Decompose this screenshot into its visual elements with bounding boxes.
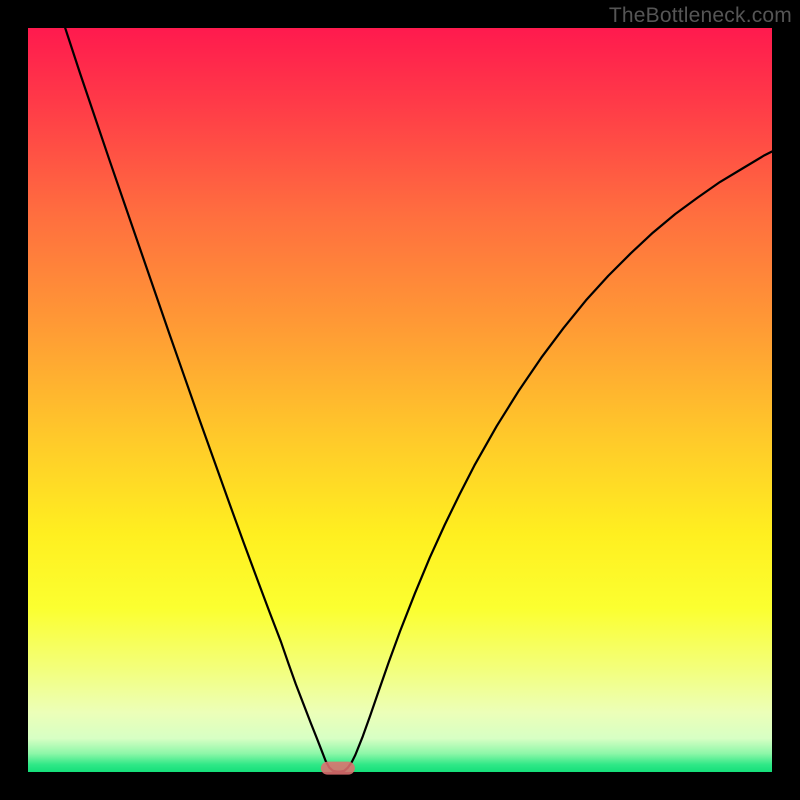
optimal-zone-marker <box>321 762 355 775</box>
chart-plot-area <box>28 28 772 772</box>
watermark-text: TheBottleneck.com <box>609 4 792 28</box>
bottleneck-curve <box>28 28 772 772</box>
